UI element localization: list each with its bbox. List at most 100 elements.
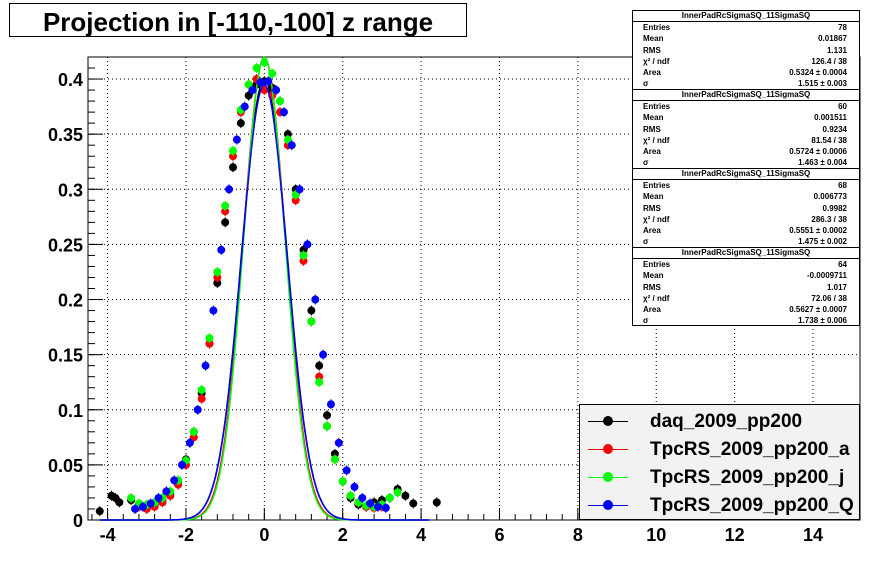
legend-label: TpcRS_2009_pp200_Q <box>650 495 854 516</box>
stat-row: RMS 0.9234 <box>633 124 859 135</box>
stat-row: Area 0.5551 ± 0.0002 <box>633 225 859 236</box>
stat-row: RMS 0.9982 <box>633 203 859 214</box>
data-point <box>276 97 285 106</box>
data-point <box>244 91 253 100</box>
data-point <box>213 278 222 287</box>
legend-marker <box>603 444 613 454</box>
data-point <box>240 102 249 111</box>
data-point <box>326 400 335 409</box>
data-point <box>256 78 265 87</box>
legend-entry: TpcRS_2009_pp200_a <box>580 435 861 464</box>
data-point <box>307 306 316 315</box>
y-tick-label: 0.4 <box>58 70 83 90</box>
series-TpcRS_2009_pp200_Q <box>99 76 429 521</box>
y-tick-label: 0 <box>73 511 83 531</box>
data-point <box>330 455 339 464</box>
x-tick-label: 2 <box>338 525 348 545</box>
stat-key: Entries <box>643 23 671 32</box>
stat-box: InnerPadRcSigmaSQ_11SigmaSQ Entries 68 Mean… <box>632 168 860 248</box>
data-point <box>228 152 237 161</box>
data-point <box>323 422 332 431</box>
legend-marker <box>603 416 613 426</box>
data-point <box>299 256 308 265</box>
data-point <box>299 251 308 260</box>
data-point <box>225 185 234 194</box>
data-point <box>315 361 324 370</box>
stat-box: InnerPadRcSigmaSQ_11SigmaSQ Entries 64 Mean… <box>632 247 860 326</box>
stat-value: 0.006773 <box>813 192 847 202</box>
y-tick-label: 0.05 <box>48 456 83 476</box>
stat-key: Entries <box>643 260 671 269</box>
stat-value: 0.5724 ± 0.0006 <box>789 147 847 157</box>
stat-value: 1.515 ± 0.003 <box>798 79 847 89</box>
data-point <box>334 438 343 447</box>
stat-box: InnerPadRcSigmaSQ_11SigmaSQ Entries 60 Mean… <box>632 89 860 169</box>
data-point <box>303 240 312 249</box>
data-point <box>248 86 257 95</box>
legend-entry: TpcRS_2009_pp200_j <box>580 463 861 492</box>
stat-key: Area <box>643 147 661 157</box>
stat-row: Entries 60 <box>633 101 859 112</box>
legend-marker <box>603 500 613 510</box>
stat-key: σ <box>643 316 649 326</box>
stat-value: 1.475 ± 0.002 <box>798 237 847 247</box>
x-tick-label: 6 <box>494 525 504 545</box>
y-tick-label: 0.2 <box>58 291 83 311</box>
stat-key: χ² / ndf <box>643 293 670 303</box>
data-point <box>236 119 245 128</box>
data-point <box>268 69 277 78</box>
stat-key: RMS <box>643 124 661 134</box>
stat-row: σ 1.738 ± 0.006 <box>633 315 859 326</box>
data-point <box>346 491 355 500</box>
data-point <box>131 504 140 513</box>
data-point <box>178 460 187 469</box>
stat-row: Mean 0.006773 <box>633 191 859 202</box>
data-point <box>291 196 300 205</box>
stat-row: Area 0.5627 ± 0.0007 <box>633 304 859 315</box>
stat-row: RMS 1.131 <box>633 45 859 56</box>
data-point <box>291 190 300 199</box>
series-TpcRS_2009_pp200_j <box>99 55 429 521</box>
stat-key: χ² / ndf <box>643 135 670 145</box>
data-point <box>338 477 347 486</box>
stat-value: 72.06 / 38 <box>811 293 847 303</box>
legend-label: daq_2009_pp200 <box>650 411 803 432</box>
data-point <box>232 135 241 144</box>
stat-key: Entries <box>643 102 671 111</box>
legend-label: TpcRS_2009_pp200_j <box>650 467 845 488</box>
chart-title-box: Projection in [-110,-100] z range <box>9 3 467 37</box>
data-point <box>409 499 418 508</box>
data-point <box>366 499 375 508</box>
data-point <box>221 218 230 227</box>
data-point <box>189 433 198 442</box>
data-point <box>197 385 206 394</box>
data-point <box>244 80 253 89</box>
y-tick-label: 0.1 <box>58 401 83 421</box>
chart-title: Projection in [-110,-100] z range <box>42 7 434 37</box>
stat-key: σ <box>643 237 649 247</box>
data-point <box>205 334 214 343</box>
data-point <box>287 141 296 150</box>
data-point <box>283 135 292 144</box>
stat-key: Mean <box>643 271 664 281</box>
x-tick-label: 8 <box>573 525 583 545</box>
stat-key: Area <box>643 68 661 78</box>
stat-value: 68 <box>838 181 847 190</box>
data-point <box>342 466 351 475</box>
data-point <box>432 498 441 507</box>
stat-key: σ <box>643 79 649 89</box>
x-tick-label: -4 <box>100 525 116 545</box>
stat-row: Entries 68 <box>633 180 859 191</box>
x-tick-label: 12 <box>725 525 745 545</box>
stat-value: 0.001511 <box>814 113 847 123</box>
x-tick-label: 0 <box>259 525 269 545</box>
legend-marker <box>603 472 613 482</box>
data-point <box>315 372 324 381</box>
data-point <box>401 491 410 500</box>
data-point <box>260 58 269 67</box>
stat-value: 1.463 ± 0.004 <box>798 158 847 168</box>
data-marks <box>95 55 441 521</box>
data-point <box>264 77 273 86</box>
stat-value: -0.0009711 <box>806 271 847 281</box>
data-point <box>162 487 171 496</box>
